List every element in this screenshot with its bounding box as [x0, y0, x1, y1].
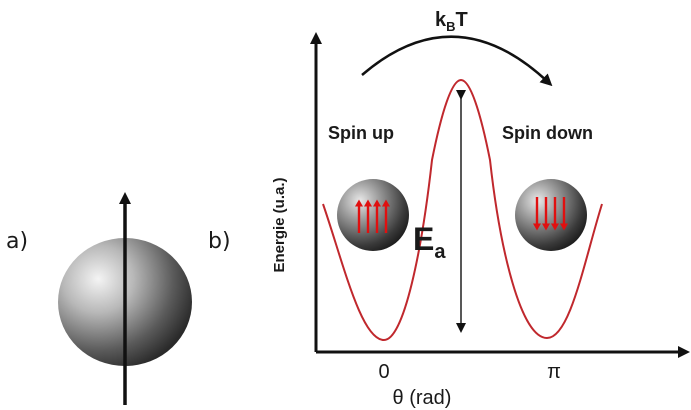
x-tick-zero: 0 — [378, 361, 389, 383]
panel-a: a) — [6, 192, 192, 405]
x-axis-label: θ (rad) — [393, 387, 452, 409]
panel-a-label: a) — [6, 229, 28, 254]
thermal-activation-arrow — [361, 35, 553, 87]
spin-up-sphere — [337, 179, 409, 251]
spin-up-label: Spin up — [328, 123, 394, 143]
x-tick-pi: π — [547, 361, 561, 383]
spin-down-label: Spin down — [502, 123, 593, 143]
panel-b-label: b) — [208, 229, 231, 254]
y-axis-label: Energie (u.a.) — [271, 177, 288, 272]
energy-curve — [322, 78, 603, 342]
panel-b: b) Energie (u.a.) 0 π θ (rad) Ea kBT Spi… — [208, 9, 690, 409]
barrier-label: Ea — [413, 221, 446, 263]
spin-down-sphere — [515, 179, 587, 251]
thermal-energy-label: kBT — [435, 9, 468, 34]
